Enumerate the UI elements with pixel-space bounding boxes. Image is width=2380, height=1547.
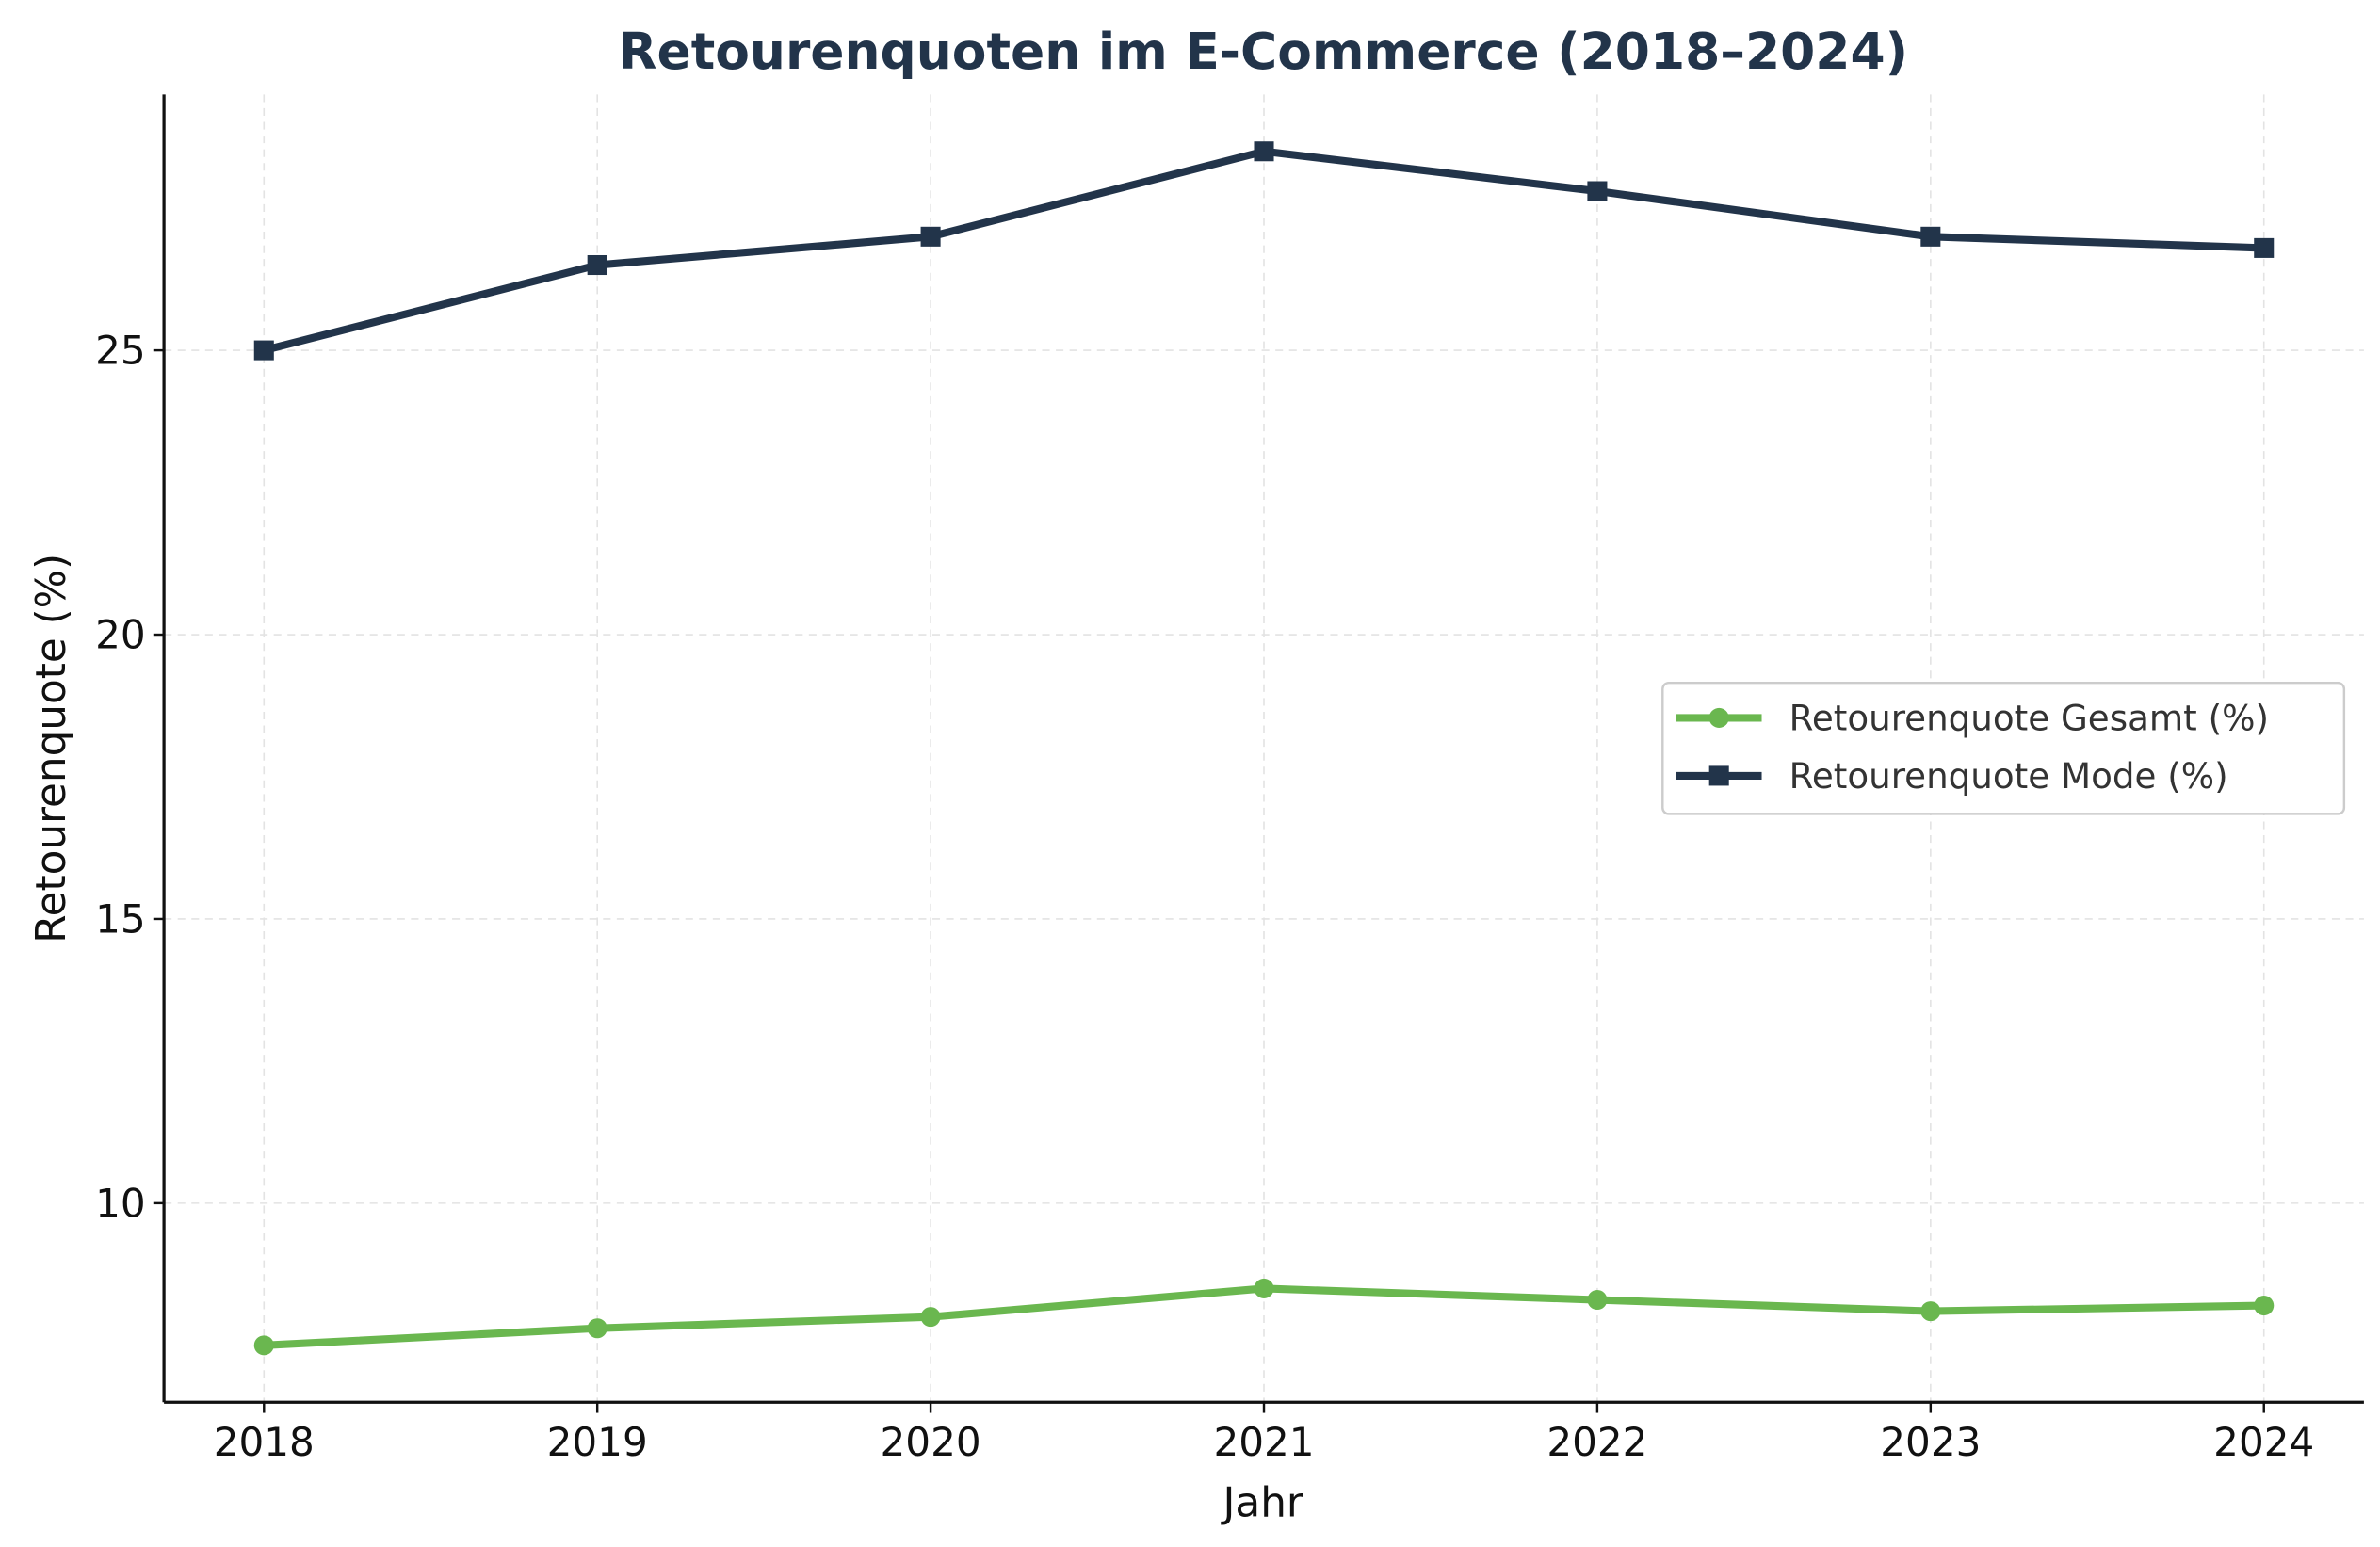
data-point <box>587 254 607 276</box>
legend: Retourenquote Gesamt (%) Retourenquote Mo… <box>1661 681 2346 815</box>
y-tick-label: 20 <box>95 612 146 658</box>
x-tick-label: 2022 <box>1546 1419 1647 1465</box>
x-tick-label: 2018 <box>214 1419 315 1465</box>
data-point <box>1254 1278 1274 1298</box>
data-point <box>587 1318 607 1339</box>
chart-title: Retourenquoten im E-Commerce (2018–2024) <box>618 22 1908 81</box>
data-point <box>920 226 941 247</box>
data-point <box>1920 1301 1941 1322</box>
y-tick-label: 25 <box>95 328 146 374</box>
y-tick-label: 10 <box>95 1180 146 1226</box>
data-point <box>1920 226 1941 247</box>
series <box>253 141 2275 1356</box>
legend-box <box>1661 681 2346 815</box>
y-axis-label: Retourenquote (%) <box>27 554 75 943</box>
x-tick-label: 2024 <box>2213 1419 2314 1465</box>
data-point <box>1254 141 1274 162</box>
data-point <box>920 1307 941 1328</box>
x-tick-label: 2020 <box>881 1419 981 1465</box>
data-point <box>2254 237 2275 258</box>
legend-marker <box>1708 707 1729 728</box>
data-point <box>253 340 274 361</box>
legend-label: Retourenquote Gesamt (%) <box>1789 697 2269 738</box>
data-point <box>1587 181 1608 201</box>
ticks: 2018 2019 2020 2021 2022 2023 2024 10 15 20 25 <box>95 328 2314 1465</box>
data-point <box>2254 1296 2275 1316</box>
legend-marker <box>1708 765 1729 786</box>
x-tick-label: 2019 <box>547 1419 648 1465</box>
data-point <box>253 1335 274 1356</box>
x-tick-label: 2023 <box>1880 1419 1981 1465</box>
x-axis-label: Jahr <box>1221 1479 1303 1527</box>
y-tick-label: 15 <box>95 896 146 943</box>
x-tick-label: 2021 <box>1213 1419 1314 1465</box>
grid <box>164 94 2364 1403</box>
data-point <box>1587 1290 1608 1311</box>
legend-label: Retourenquote Mode (%) <box>1789 755 2228 797</box>
